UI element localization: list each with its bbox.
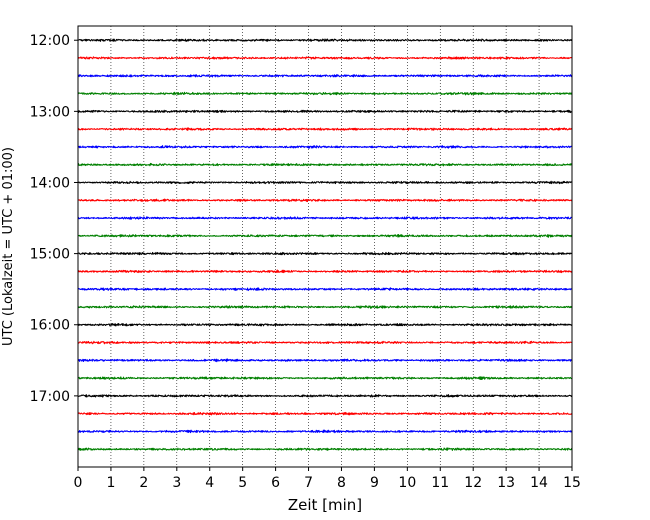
x-tick-label: 15	[563, 475, 581, 491]
trace-1500	[77, 251, 573, 256]
trace-1645	[77, 376, 573, 381]
trace-1245	[77, 91, 573, 96]
x-tick-label: 10	[398, 475, 416, 491]
trace-1730	[77, 429, 573, 434]
trace-1200	[77, 38, 573, 42]
trace-1330	[77, 145, 573, 149]
y-tick-label: 14:00	[30, 175, 70, 191]
y-tick-label: 12:00	[30, 33, 70, 49]
x-tick-label: 0	[74, 475, 83, 491]
trace-1445	[77, 233, 573, 238]
y-tick-label: 13:00	[30, 104, 70, 120]
y-axis-ticks: 12:00 13:00 14:00 15:00 16:00 17:00	[30, 33, 78, 405]
x-tick-label: 9	[370, 475, 379, 491]
trace-1615	[77, 340, 573, 345]
trace-1700	[77, 394, 573, 398]
x-tick-label: 5	[238, 475, 247, 491]
trace-1600	[77, 322, 573, 327]
trace-layer	[77, 38, 573, 451]
x-tick-label: 11	[431, 475, 449, 491]
y-tick-label: 16:00	[30, 318, 70, 334]
x-axis-ticks: 0 1 2 3 4 5 6 7 8 9 10 11 12 13 14 15	[74, 467, 581, 491]
trace-1530	[77, 287, 573, 292]
trace-1345	[77, 162, 573, 167]
trace-1230	[77, 74, 573, 78]
x-tick-label: 13	[497, 475, 515, 491]
trace-1745	[77, 447, 573, 451]
trace-1545	[77, 305, 573, 309]
trace-1215	[77, 56, 573, 60]
x-tick-label: 8	[337, 475, 346, 491]
x-tick-label: 12	[464, 475, 482, 491]
x-tick-label: 14	[530, 475, 548, 491]
y-tick-label: 17:00	[30, 389, 70, 405]
trace-1300	[77, 109, 573, 114]
trace-1515	[77, 269, 573, 274]
trace-1630	[77, 358, 573, 363]
trace-1715	[77, 411, 573, 416]
x-tick-label: 6	[271, 475, 280, 491]
plot-frame	[77, 25, 573, 468]
trace-1415	[77, 198, 573, 203]
x-tick-label: 1	[106, 475, 115, 491]
x-axis-label: Zeit [min]	[288, 496, 362, 514]
x-tick-label: 2	[139, 475, 148, 491]
x-tick-label: 4	[205, 475, 214, 491]
x-tick-label: 7	[304, 475, 313, 491]
x-tick-label: 3	[172, 475, 181, 491]
trace-1430	[77, 216, 573, 220]
trace-1315	[77, 127, 573, 131]
y-tick-label: 15:00	[30, 247, 70, 263]
y-axis-label: UTC (Lokalzeit = UTC + 01:00)	[1, 147, 16, 346]
trace-1400	[77, 180, 573, 185]
